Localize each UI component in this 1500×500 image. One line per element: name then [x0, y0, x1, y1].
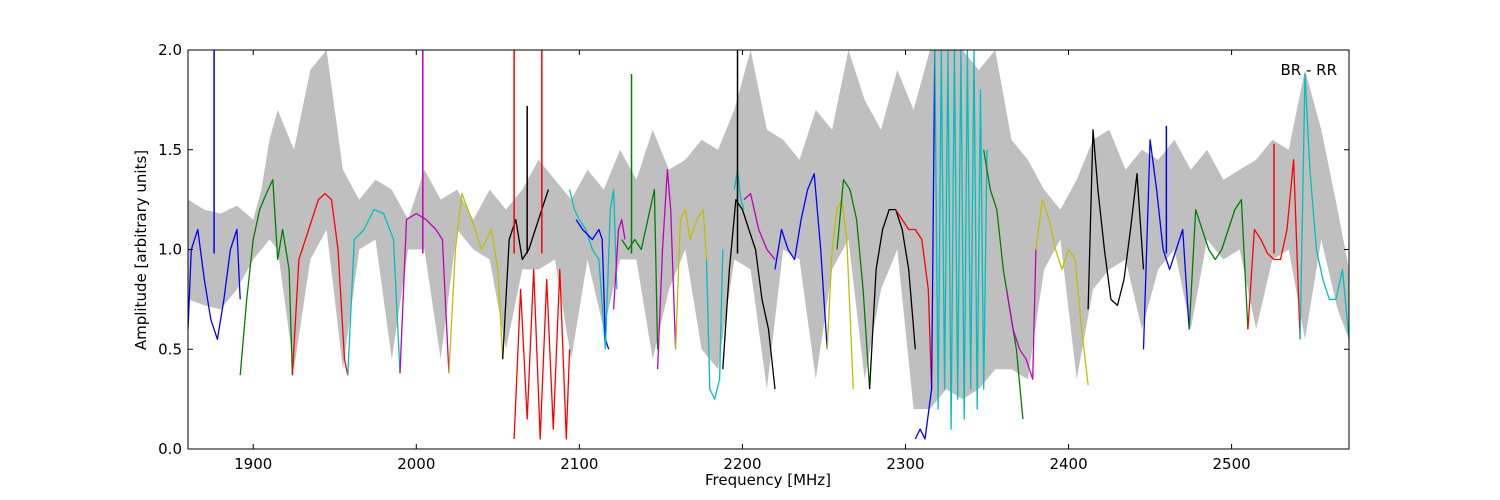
series-line-24 — [914, 50, 936, 440]
series-line-21 — [836, 179, 871, 390]
y-tick-label-4: 2.0 — [158, 41, 182, 59]
x-tick-label-4: 2300 — [886, 455, 924, 473]
series-line-19 — [774, 173, 828, 350]
series-line-28 — [1035, 198, 1089, 386]
x-tick-label-0: 1900 — [234, 455, 272, 473]
series-line-13 — [656, 169, 677, 370]
ticks-layer: 1900 2000 2100 2200 2300 2400 2500 0.0 0.5 1.0 1.5… — [158, 41, 1349, 473]
series-line-6 — [502, 189, 550, 360]
y-tick-label-3: 1.5 — [158, 141, 182, 159]
series-line-31 — [1188, 198, 1249, 330]
x-tick-label-5: 2400 — [1049, 455, 1087, 473]
series-line-5 — [448, 192, 504, 374]
series-line-7 — [513, 268, 571, 440]
series-line-29 — [1087, 129, 1145, 310]
x-tick-label-6: 2500 — [1213, 455, 1251, 473]
envelope-band — [188, 50, 1349, 410]
series-line-27 — [1005, 249, 1037, 380]
y-tick-label-1: 0.5 — [158, 340, 182, 358]
series-line-1 — [239, 179, 294, 376]
series-line-12 — [621, 188, 659, 350]
series-line-23 — [895, 209, 933, 390]
series-line-14 — [674, 208, 708, 350]
series-line-0 — [188, 228, 241, 340]
series-line-11 — [612, 218, 626, 310]
x-tick-label-2: 2100 — [560, 455, 598, 473]
series-line-8 — [568, 189, 607, 350]
series-line-30 — [1142, 139, 1190, 350]
y-tick-label-0: 0.0 — [158, 440, 182, 458]
series-line-17 — [733, 169, 745, 210]
series-line-33 — [1299, 73, 1349, 340]
background-band — [188, 50, 1349, 410]
x-tick-label-1: 2000 — [397, 455, 435, 473]
y-axis-label: Amplitude [arbitrary units] — [132, 150, 150, 350]
series-line-18 — [743, 192, 776, 260]
series-line-32 — [1247, 159, 1301, 340]
x-tick-label-3: 2200 — [723, 455, 761, 473]
series-line-2 — [291, 192, 349, 376]
series-line-15 — [705, 249, 724, 400]
series-line-26 — [983, 149, 1024, 420]
series-line-25 — [934, 50, 988, 430]
series-line-22 — [868, 208, 916, 390]
series-line-3 — [347, 208, 401, 376]
series-line-4 — [399, 212, 450, 374]
series-line-16 — [722, 198, 776, 390]
series-line-10 — [604, 188, 618, 350]
x-axis-label: Frequency [MHz] — [705, 471, 831, 489]
series-line-20 — [826, 198, 854, 390]
y-tick-label-2: 1.0 — [158, 241, 182, 259]
series-layer — [188, 50, 1349, 440]
annotation-label: BR - RR — [1280, 61, 1337, 79]
